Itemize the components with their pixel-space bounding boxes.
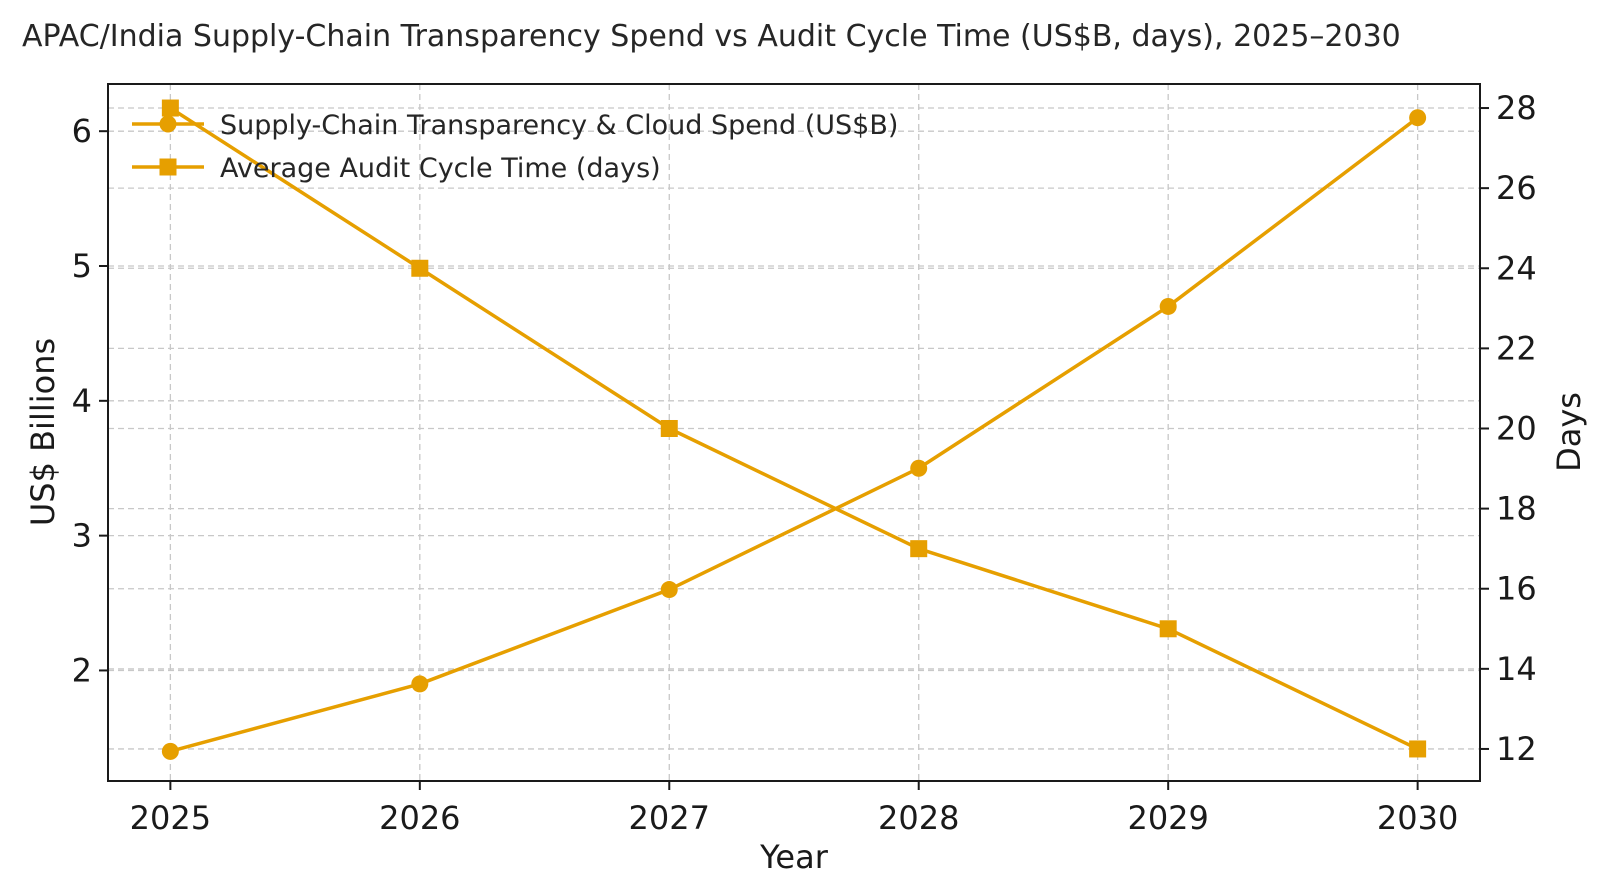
y-right-tick-label: 18	[1496, 490, 1537, 528]
data-point-square	[411, 259, 429, 277]
y-right-tick-label: 20	[1496, 409, 1537, 447]
x-tick-label: 2029	[1127, 799, 1208, 837]
data-point-circle	[910, 459, 928, 477]
y-right-tick-label: 24	[1496, 249, 1537, 287]
data-point-square	[1159, 620, 1177, 638]
y-left-tick-label: 2	[72, 651, 92, 689]
y-axis-left-label: US$ Billions	[24, 338, 62, 526]
data-point-circle	[411, 675, 429, 693]
y-left-tick-label: 5	[72, 247, 92, 285]
y-left-tick-label: 6	[72, 112, 92, 150]
data-point-square	[660, 419, 678, 437]
legend: Supply-Chain Transparency & Cloud Spend …	[132, 110, 898, 184]
legend-marker-circle	[159, 115, 177, 133]
plot-frame	[107, 83, 1481, 782]
data-point-square	[910, 540, 928, 558]
legend-label-1: Supply-Chain Transparency & Cloud Spend …	[220, 110, 898, 141]
y-right-tick-label: 28	[1496, 89, 1537, 127]
data-point-square	[161, 99, 179, 117]
y-right-tick-label: 12	[1496, 730, 1537, 768]
chart-title: APAC/India Supply-Chain Transparency Spe…	[22, 19, 1401, 54]
y-left-tick-label: 4	[72, 382, 92, 420]
data-point-circle	[161, 742, 179, 760]
axes	[99, 83, 1489, 790]
y-right-tick-label: 14	[1496, 650, 1537, 688]
data-point-circle	[1409, 109, 1427, 127]
y-right-tick-label: 26	[1496, 169, 1537, 207]
x-tick-label: 2027	[629, 799, 710, 837]
series-line-2	[169, 106, 1419, 751]
y-right-tick-label: 16	[1496, 570, 1537, 608]
y-axis-right-label: Days	[1550, 392, 1588, 472]
data-point-circle	[660, 581, 678, 599]
grid	[108, 84, 1480, 781]
data-point-square	[1409, 740, 1427, 758]
tick-labels: 2025 2026 2027 2028 2029 20302345612141618202…	[72, 89, 1537, 837]
x-tick-label: 2026	[379, 799, 460, 837]
x-tick-label: 2025	[130, 799, 211, 837]
data-point-circle	[1159, 297, 1177, 315]
x-axis-label: Year	[759, 838, 829, 876]
legend-marker-square	[159, 158, 177, 176]
y-right-tick-label: 22	[1496, 329, 1537, 367]
series	[161, 99, 1427, 760]
x-tick-label: 2030	[1377, 799, 1458, 837]
legend-label-2: Average Audit Cycle Time (days)	[220, 153, 661, 184]
y-left-tick-label: 3	[72, 517, 92, 555]
x-tick-label: 2028	[878, 799, 959, 837]
series-line-1	[169, 116, 1419, 754]
